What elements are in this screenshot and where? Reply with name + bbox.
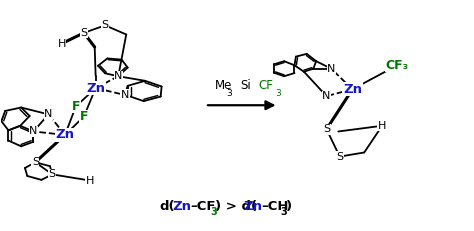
Text: N: N bbox=[327, 64, 336, 74]
Text: ) > d(: ) > d( bbox=[215, 200, 257, 213]
Text: F: F bbox=[80, 110, 88, 123]
Text: –CF: –CF bbox=[190, 200, 215, 213]
Text: d(: d( bbox=[159, 200, 175, 213]
Text: 3: 3 bbox=[281, 207, 288, 218]
Text: N: N bbox=[114, 71, 122, 81]
Text: N: N bbox=[121, 90, 129, 100]
Text: S: S bbox=[49, 169, 56, 179]
Text: S: S bbox=[336, 152, 343, 161]
Text: N: N bbox=[29, 127, 37, 137]
Text: Zn: Zn bbox=[243, 200, 262, 213]
Text: F: F bbox=[72, 100, 80, 113]
Text: CF₃: CF₃ bbox=[386, 59, 409, 72]
Text: Zn: Zn bbox=[55, 128, 74, 141]
Text: S: S bbox=[32, 157, 39, 167]
Text: N: N bbox=[45, 109, 53, 119]
Text: S: S bbox=[323, 124, 330, 134]
Text: S: S bbox=[101, 20, 109, 30]
Text: Si: Si bbox=[240, 79, 251, 92]
Text: –CH: –CH bbox=[261, 200, 289, 213]
Text: 3: 3 bbox=[210, 207, 217, 218]
Text: H: H bbox=[378, 121, 386, 131]
Text: 3: 3 bbox=[275, 89, 282, 98]
Text: Zn: Zn bbox=[343, 83, 362, 96]
Text: H: H bbox=[57, 39, 66, 49]
Text: CF: CF bbox=[259, 79, 273, 92]
Text: H: H bbox=[86, 176, 94, 185]
Text: N: N bbox=[322, 91, 331, 101]
Text: S: S bbox=[80, 28, 87, 38]
Text: 3: 3 bbox=[227, 89, 232, 98]
Text: Zn: Zn bbox=[86, 82, 105, 95]
Text: Me: Me bbox=[215, 79, 232, 92]
Text: ): ) bbox=[285, 200, 292, 213]
Text: Zn: Zn bbox=[172, 200, 191, 213]
